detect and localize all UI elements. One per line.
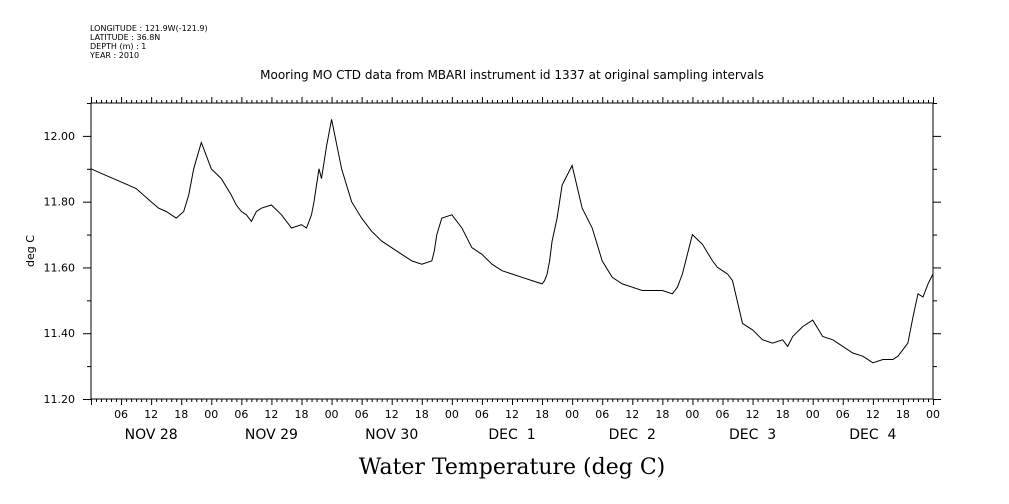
x-hour-label: 06 [836, 408, 850, 421]
x-hour-label: 00 [325, 408, 339, 421]
longitude-label: LONGITUDE : 121.9W(-121.9) [90, 24, 208, 33]
x-hour-label: 00 [204, 408, 218, 421]
x-date-labels: NOV 28 NOV 29 NOV 30 DEC 1 DEC 2 DEC 3 DEC 4 [125, 427, 897, 443]
x-axis-label: Water Temperature (deg C) [359, 455, 666, 480]
x-hour-label: 18 [896, 408, 910, 421]
x-hour-label: 12 [144, 408, 158, 421]
x-hour-label: 06 [716, 408, 730, 421]
x-hour-label: 00 [806, 408, 820, 421]
x-date-label: NOV 29 [245, 427, 298, 443]
x-hour-label: 12 [505, 408, 519, 421]
y-tick-label: 12.00 [44, 130, 76, 143]
x-hour-label: 12 [866, 408, 880, 421]
x-date-label: DEC 4 [849, 427, 896, 443]
x-hour-label: 18 [535, 408, 549, 421]
x-hour-label: 18 [776, 408, 790, 421]
x-hour-label: 00 [445, 408, 459, 421]
x-hour-label: 18 [174, 408, 188, 421]
latitude-label: LATITUDE : 36.8N [90, 33, 160, 42]
x-hour-label: 12 [625, 408, 639, 421]
x-hour-label: 00 [926, 408, 940, 421]
x-hour-label: 18 [655, 408, 669, 421]
x-hour-label: 06 [355, 408, 369, 421]
y-tick-label: 11.20 [44, 393, 76, 406]
x-hour-label: 06 [475, 408, 489, 421]
x-date-label: NOV 30 [365, 427, 418, 443]
axis-ticks [83, 97, 941, 405]
x-hour-label: 12 [264, 408, 278, 421]
x-date-label: DEC 1 [488, 427, 535, 443]
x-hour-label: 12 [385, 408, 399, 421]
x-hour-tick-labels: 06 12 18 00 06 12 18 00 06 12 18 00 06 12 18 00 06 12 18 00… [114, 408, 940, 421]
y-tick-label: 11.80 [44, 196, 76, 209]
x-date-label: DEC 2 [609, 427, 656, 443]
x-hour-label: 12 [746, 408, 760, 421]
depth-label: DEPTH (m) : 1 [90, 42, 146, 51]
y-tick-labels: 11.20 11.40 11.60 11.80 12.00 [44, 130, 76, 406]
year-label: YEAR : 2010 [89, 51, 139, 60]
y-tick-label: 11.40 [44, 327, 76, 340]
x-hour-label: 00 [685, 408, 699, 421]
x-hour-label: 00 [565, 408, 579, 421]
y-axis-label: deg C [24, 235, 37, 267]
chart-title: Mooring MO CTD data from MBARI instrumen… [260, 68, 764, 82]
x-date-label: DEC 3 [729, 427, 776, 443]
series-line-water-temperature [90, 119, 934, 364]
x-hour-label: 18 [415, 408, 429, 421]
x-hour-label: 06 [595, 408, 609, 421]
plot-frame [90, 102, 934, 400]
x-date-label: NOV 28 [125, 427, 178, 443]
y-tick-label: 11.60 [44, 261, 76, 274]
x-hour-label: 06 [234, 408, 248, 421]
x-hour-label: 18 [295, 408, 309, 421]
x-hour-label: 06 [114, 408, 128, 421]
